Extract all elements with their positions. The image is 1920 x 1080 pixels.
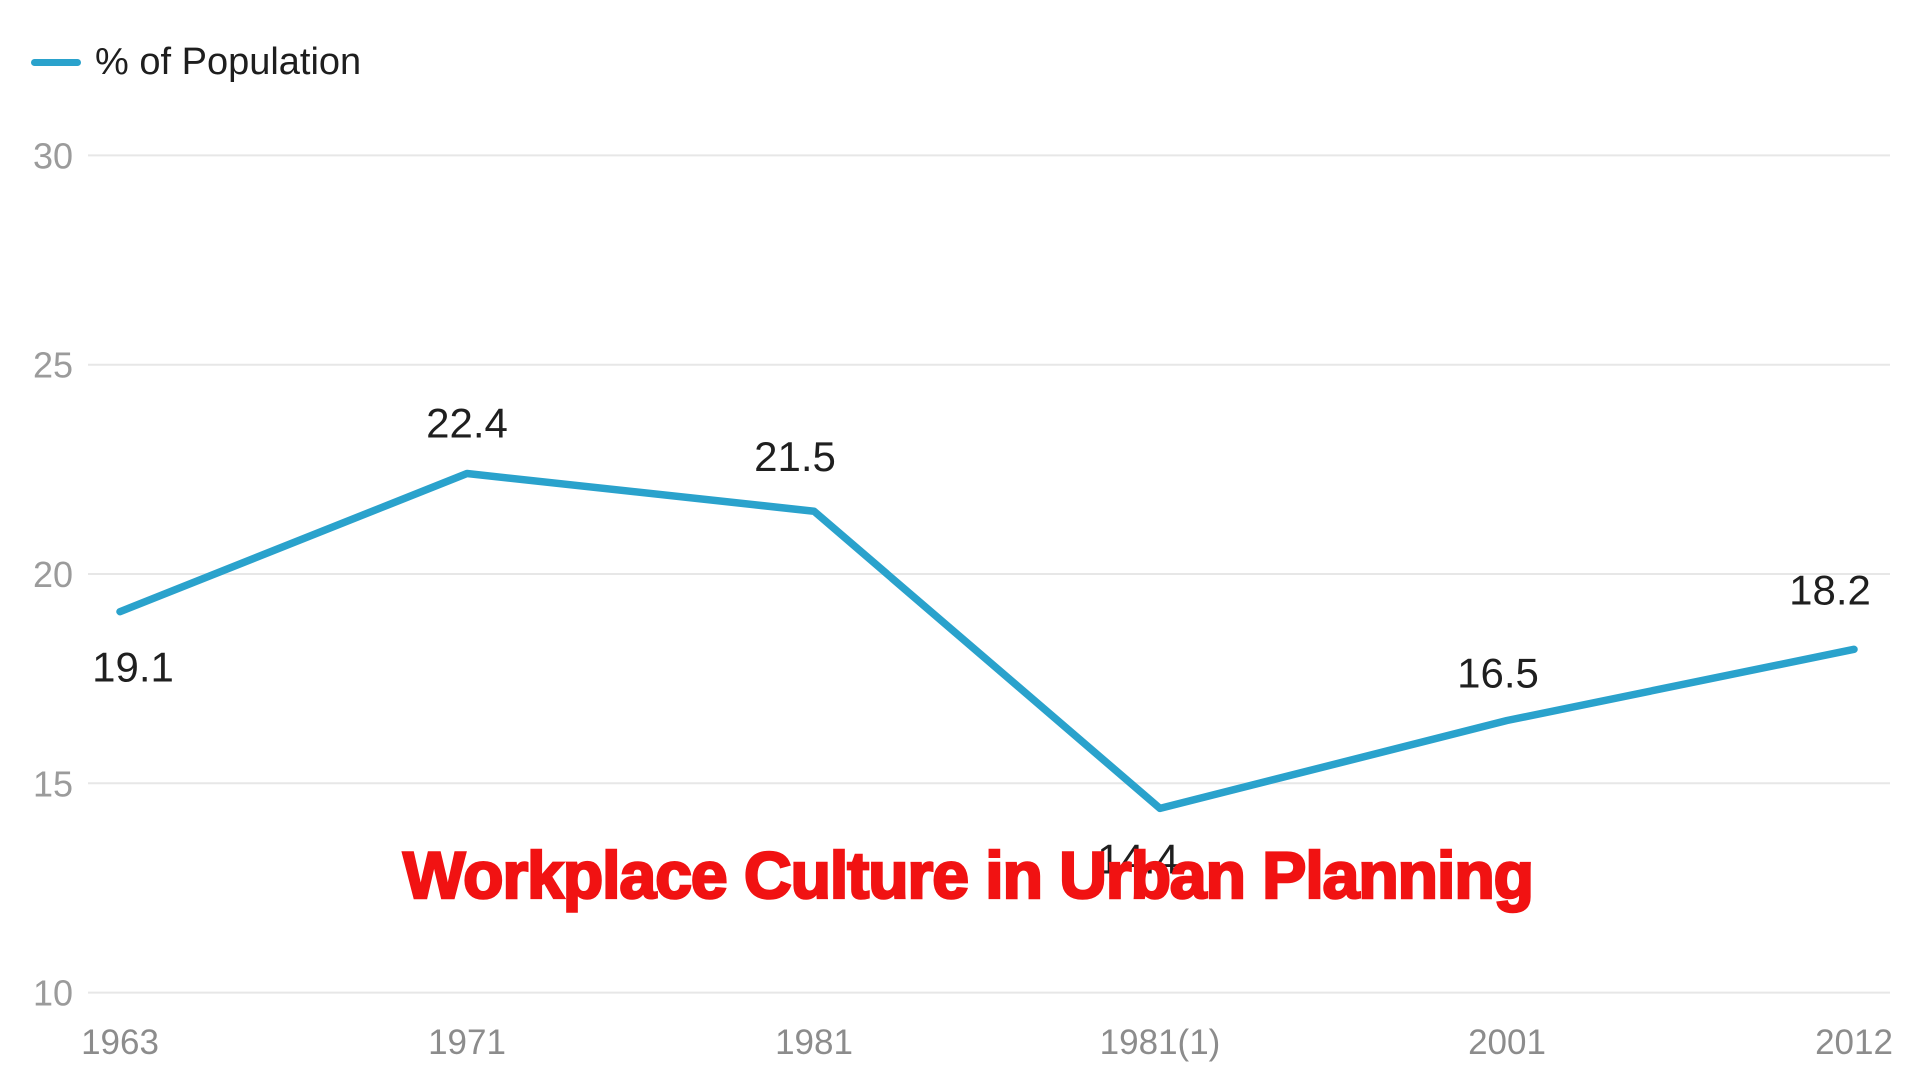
x-tick-label: 1981: [775, 1023, 853, 1062]
y-tick-label: 20: [33, 554, 73, 595]
chart-title: Workplace Culture in Urban Planning: [402, 838, 1536, 912]
data-label: 16.5: [1457, 650, 1539, 697]
legend-line-swatch: [31, 58, 81, 66]
data-label: 22.4: [426, 400, 508, 447]
x-tick-label: 1971: [428, 1023, 506, 1062]
x-tick-label: 1981(1): [1100, 1023, 1221, 1062]
legend-label: % of Population: [95, 40, 362, 83]
data-label: 19.1: [92, 644, 174, 691]
data-label: 18.2: [1789, 566, 1871, 613]
legend[interactable]: % of Population: [31, 40, 361, 84]
data-label: 14.4: [1097, 835, 1179, 882]
y-tick-label: 15: [33, 763, 73, 804]
y-tick-label: 10: [33, 973, 73, 1014]
x-tick-label: 2012: [1815, 1023, 1893, 1062]
x-tick-label: 2001: [1468, 1023, 1546, 1062]
y-tick-label: 30: [33, 135, 73, 176]
x-tick-label: 1963: [81, 1023, 159, 1062]
y-tick-label: 25: [33, 345, 73, 386]
data-label: 21.5: [754, 433, 836, 480]
series-line: [116, 469, 1858, 813]
